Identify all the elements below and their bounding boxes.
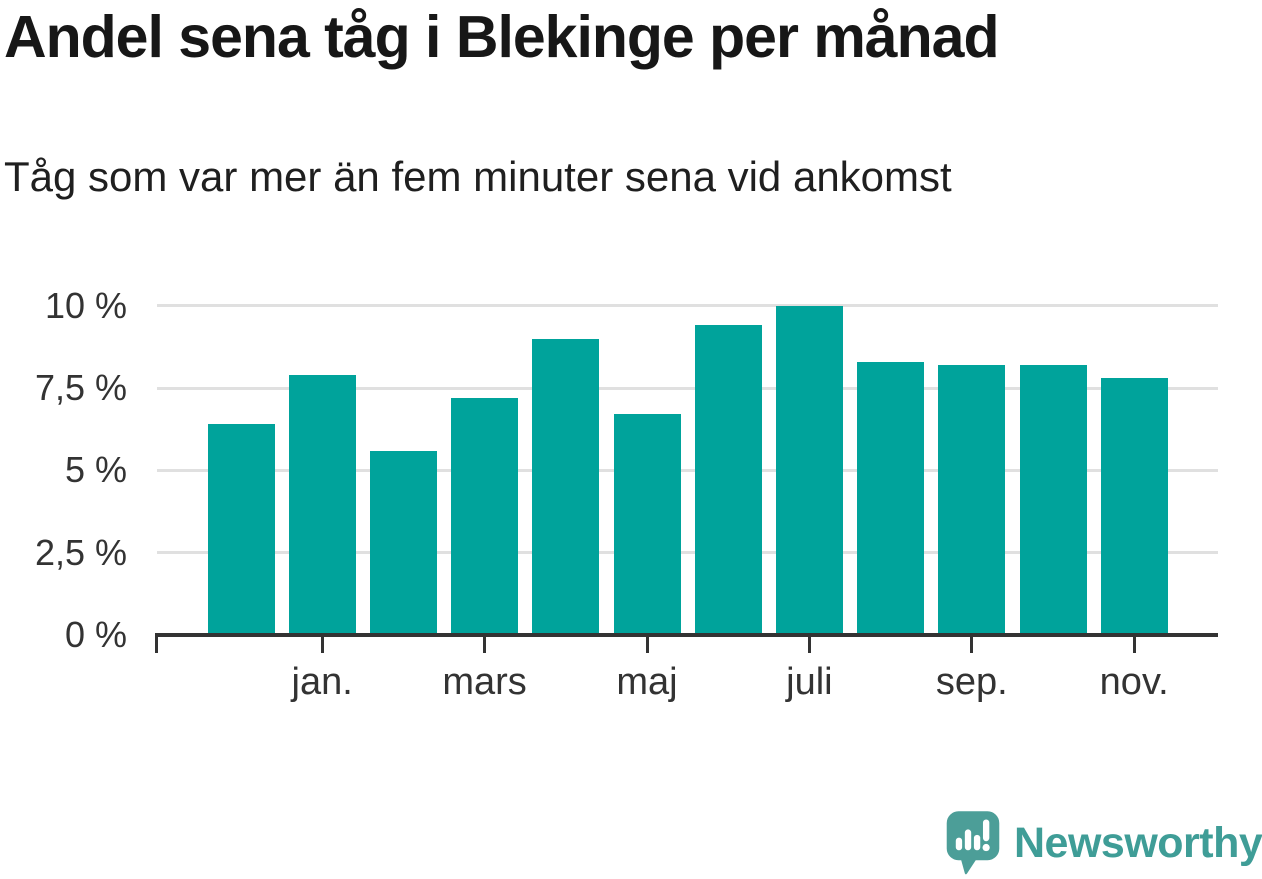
x-axis-tick-juli <box>807 637 811 653</box>
x-axis-start-tick <box>155 637 158 653</box>
x-axis-line <box>155 633 1218 637</box>
x-axis-label-nov: nov. <box>1099 661 1169 703</box>
chart-title: Andel sena tåg i Blekinge per månad <box>4 4 1000 70</box>
x-axis-tick-sep <box>970 637 974 653</box>
bar-dec <box>207 424 275 635</box>
newsworthy-brand-name: Newsworthy <box>1014 818 1262 867</box>
x-axis-tick-jan <box>320 637 324 653</box>
x-axis-label-maj: maj <box>616 661 678 703</box>
bar-juni <box>694 325 762 635</box>
gridline-5% <box>157 468 1218 472</box>
chart-subtitle: Tåg som var mer än fem minuter sena vid … <box>4 153 952 200</box>
gridline-10% <box>157 304 1218 308</box>
y-axis-tick-label: 5 % <box>64 449 127 491</box>
y-axis-tick-label: 10 % <box>44 284 127 326</box>
bar-sep <box>938 364 1006 635</box>
x-axis-tick-maj <box>645 637 649 653</box>
gridline-7,5% <box>157 386 1218 390</box>
newsworthy-logo: Newsworthy <box>944 810 1262 876</box>
x-axis-tick-mars <box>483 637 487 653</box>
bar-juli <box>775 305 843 635</box>
bar-aug <box>857 361 925 635</box>
x-axis-label-juli: juli <box>786 661 833 703</box>
bar-apr <box>532 338 600 635</box>
x-axis-tick-nov <box>1132 637 1136 653</box>
x-axis-label-mars: mars <box>442 661 527 703</box>
bar-maj <box>613 414 681 635</box>
y-axis-tick-label: 0 % <box>64 614 127 655</box>
gridline-2,5% <box>157 551 1218 555</box>
x-axis-label-sep: sep. <box>935 661 1008 703</box>
y-axis-tick-label: 2,5 % <box>34 531 127 573</box>
bar-mars <box>451 397 519 635</box>
bar-jan <box>288 374 356 635</box>
bar-feb <box>369 450 437 635</box>
bar-nov <box>1100 378 1168 635</box>
y-axis-tick-label: 7,5 % <box>34 367 127 409</box>
newsworthy-speech-bubble-bar-chart-icon <box>946 811 1000 875</box>
bar-okt <box>1019 364 1087 635</box>
x-axis-label-jan: jan. <box>291 661 353 703</box>
